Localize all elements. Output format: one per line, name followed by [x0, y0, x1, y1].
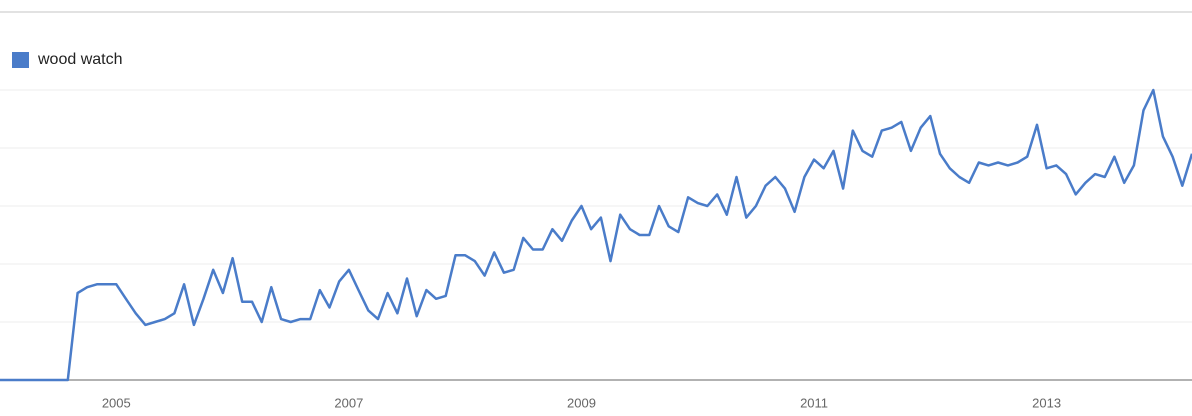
legend-label: wood watch: [37, 51, 123, 68]
x-tick-label: 2013: [1032, 395, 1061, 410]
x-tick-label: 2005: [102, 395, 131, 410]
x-tick-label: 2011: [800, 395, 828, 410]
line-series: [0, 88, 1192, 382]
x-tick-label: 2009: [567, 395, 596, 410]
legend-swatch: [12, 52, 29, 68]
x-tick-label: 2007: [334, 395, 363, 410]
